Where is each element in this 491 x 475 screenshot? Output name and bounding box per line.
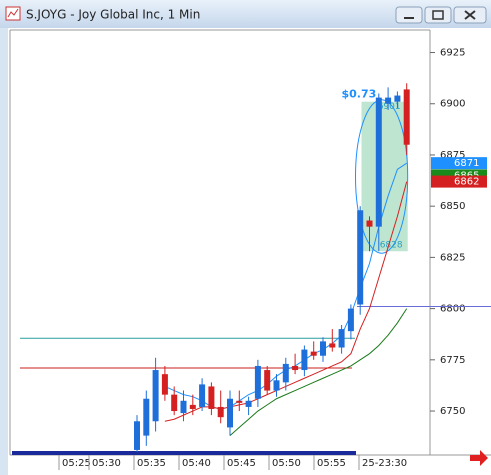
- x-tick-label: 25-23:30: [362, 458, 407, 469]
- x-tick-label: 05:50: [272, 458, 301, 469]
- candle-body: [347, 308, 354, 332]
- candle-body: [208, 386, 215, 409]
- candle-body: [199, 384, 206, 407]
- x-tick-label: 05:55: [317, 458, 346, 469]
- y-tick-label: 6900: [440, 99, 465, 110]
- x-tick-label: 05:30: [92, 458, 121, 469]
- candle-body: [236, 400, 243, 403]
- x-tick-label: 05:25: [62, 458, 91, 469]
- candle-body: [394, 95, 401, 102]
- candle-body: [227, 398, 233, 428]
- y-tick-label: 6775: [440, 355, 465, 366]
- candle-body: [217, 406, 224, 418]
- candle-body: [273, 380, 280, 391]
- candle-body: [282, 363, 289, 383]
- close-glyph: [464, 10, 476, 20]
- candle-body: [301, 349, 308, 371]
- range-high-label: 6901: [378, 102, 401, 112]
- candle-body: [264, 370, 271, 391]
- moving-average: [229, 308, 408, 436]
- candle-body: [180, 400, 187, 414]
- maximize-glyph: [432, 10, 444, 20]
- candle-body: [161, 374, 168, 395]
- window-title: S.JOYG - Joy Global Inc, 1 Min: [26, 8, 200, 22]
- candle-body: [254, 365, 261, 399]
- x-tick-label: 05:35: [137, 458, 166, 469]
- price-marker: [431, 157, 487, 170]
- candle-body: [152, 370, 159, 422]
- x-tick-label: 05:45: [227, 458, 256, 469]
- y-tick-label: 6825: [440, 252, 465, 263]
- candle-body: [134, 421, 140, 450]
- candle-body: [385, 97, 392, 104]
- candle-body: [171, 394, 178, 412]
- candle-body: [320, 341, 326, 356]
- y-tick-label: 6875: [440, 150, 465, 161]
- y-tick-label: 6750: [440, 406, 465, 417]
- chart-area: [8, 28, 491, 475]
- candle-body: [329, 343, 336, 348]
- candle-body: [245, 400, 252, 407]
- candle-body: [189, 404, 196, 409]
- price-marker-label: 6862: [454, 177, 479, 188]
- price-marker: [431, 175, 487, 188]
- range-change: $0.73: [342, 88, 377, 101]
- candle-body: [310, 351, 317, 356]
- y-tick-label: 6800: [440, 304, 465, 315]
- minimize-glyph: [404, 17, 414, 19]
- price-marker-label: 6871: [454, 158, 479, 169]
- x-tick-label: 05:40: [182, 458, 211, 469]
- y-tick-label: 6850: [440, 201, 465, 212]
- bottom-bar: [12, 451, 356, 455]
- candle-body: [375, 97, 382, 227]
- app-icon-graph: [7, 8, 19, 18]
- candle-body: [403, 89, 410, 145]
- maximize-button[interactable]: [424, 6, 452, 24]
- candle-body: [366, 220, 373, 227]
- minimize-button[interactable]: [395, 6, 423, 24]
- candle-body: [338, 329, 345, 348]
- candle-body: [292, 365, 299, 371]
- candle-body: [357, 210, 364, 305]
- y-tick-label: 6925: [440, 48, 465, 59]
- range-low-label: 6828: [380, 241, 403, 251]
- candle-body: [143, 398, 150, 436]
- scroll-arrow[interactable]: [470, 450, 488, 466]
